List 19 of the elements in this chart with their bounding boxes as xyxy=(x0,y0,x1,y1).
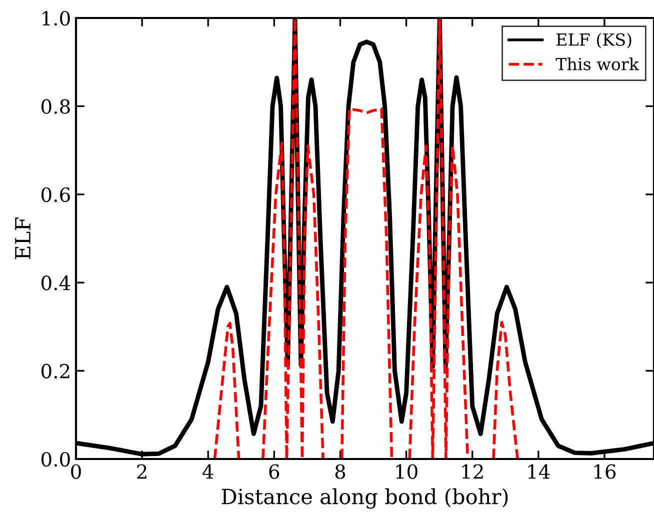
x-tick-label: 4 xyxy=(202,464,214,479)
x-tick-label: 6 xyxy=(269,464,280,479)
legend-label: This work xyxy=(556,57,640,70)
legend-label: ELF (KS) xyxy=(556,33,632,48)
y-tick-label: 0.2 xyxy=(42,364,70,378)
x-tick-label: 14 xyxy=(528,464,550,479)
x-tick-label: 8 xyxy=(335,464,346,479)
x-tick-label: 12 xyxy=(462,464,483,479)
x-axis-title: Distance along bond (bohr) xyxy=(222,488,508,509)
y-tick-label: 0.6 xyxy=(42,187,70,202)
x-tick-label: 10 xyxy=(396,464,418,479)
y-tick-label: 0.4 xyxy=(42,276,70,290)
x-tick-label: 16 xyxy=(594,464,616,479)
x-tick-label: 0 xyxy=(71,464,81,479)
y-tick-label: 0.0 xyxy=(42,452,70,467)
x-tick-label: 2 xyxy=(137,464,146,479)
y-axis-title: ELF xyxy=(15,218,30,260)
y-tick-label: 0.8 xyxy=(42,99,70,114)
y-tick-label: 1.0 xyxy=(42,10,70,26)
